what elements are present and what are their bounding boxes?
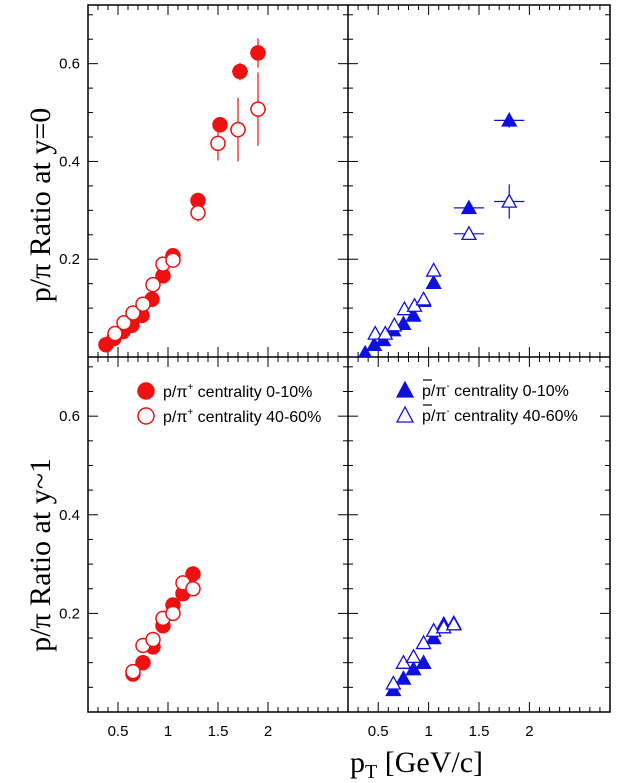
panel-data-top-left [98,38,266,353]
x-axis-title-subscript: T [365,761,377,783]
y-tick-label: 0.2 [59,251,80,268]
data-point-filled-triangle [460,199,478,215]
x-tick-label: 0.5 [108,723,129,740]
legend-marker-filled-circle [137,382,155,400]
data-point-open-circle [165,605,181,622]
y-tick-label: 0.6 [59,56,80,73]
data-point-open-triangle [385,675,402,690]
x-axis-title-p: p [350,746,365,779]
data-point-open-circle [107,325,123,342]
data-point-open-triangle [367,325,384,340]
data-point-open-circle [116,315,132,331]
data-point-open-circle [250,101,266,117]
data-point-open-circle [125,305,141,321]
data-point-filled-circle [232,63,248,80]
data-point-filled-triangle [358,344,372,357]
data-point-open-triangle [501,193,518,208]
data-point-filled-triangle [425,629,442,645]
legend-left: p/π+ centrality 0-10% p/π+ centrality 40… [137,382,321,426]
x-tick-label: 2 [264,723,272,740]
panel-data-bottom-left [125,566,201,682]
data-point-filled-triangle [395,670,412,685]
data-point-filled-circle [135,654,151,671]
x-axis-title: pT [GeV/c] [350,746,483,783]
x-tick-label: 2 [525,723,533,740]
y-tick-label: 0.4 [59,153,80,170]
data-point-open-circle [210,135,226,152]
data-point-open-triangle [415,290,432,306]
x-tick-label: 1 [424,723,432,740]
legend-label: p/π+ centrality 40-60% [163,407,321,426]
data-point-open-circle [190,205,206,221]
legend-marker-open-triangle [395,405,415,423]
data-point-open-circle [230,121,246,138]
data-point-filled-triangle [425,274,442,289]
panel-data-top-right [358,112,525,357]
x-tick-label: 0.5 [368,723,389,740]
legend-label: p/π- centrality 40-60% [422,406,578,425]
axis-ticks: 0.2 0.4 0.6 0.2 0.4 0.6 0.5 1 1.5 2 0.5 1 1.5 2 [59,5,610,740]
data-marks [98,38,525,697]
y-axis-title-bottom: p/π Ratio at y~1 [24,458,57,652]
y-tick-label: 0.6 [59,408,80,425]
data-point-open-triangle [377,325,394,340]
legend-marker-filled-triangle [395,380,415,398]
y-axis-title-top: p/π Ratio at y=0 [24,108,57,303]
x-tick-label: 1.5 [208,723,229,740]
legend-label: p/π+ centrality 0-10% [163,382,312,401]
data-point-open-circle [185,580,201,597]
panel-frames [87,4,611,713]
x-axis-title-units: [GeV/c] [377,746,483,779]
data-point-open-circle [135,296,151,312]
data-point-open-triangle [460,225,478,241]
data-point-open-circle [125,663,141,680]
data-point-open-triangle [415,634,432,650]
data-point-open-circle [145,631,161,648]
x-tick-label: 1.5 [469,723,490,740]
plot-frame [87,4,611,713]
y-tick-label: 0.4 [59,507,80,524]
data-point-filled-circle [212,117,228,133]
legend-right: p/π- centrality 0-10% p/π- centrality 40… [395,379,578,425]
legend-label: p/π- centrality 0-10% [422,381,569,400]
data-point-filled-triangle [395,315,412,331]
data-point-open-triangle [405,648,422,664]
y-tick-label: 0.2 [59,605,80,622]
data-point-open-circle [165,252,181,268]
data-point-filled-circle [185,566,201,582]
data-point-open-triangle [425,262,442,277]
data-point-open-circle [145,276,161,293]
panel-data-bottom-right [385,614,462,697]
legend-marker-open-circle [137,407,155,425]
data-point-open-triangle [445,615,462,631]
data-point-open-triangle [386,316,403,332]
data-point-filled-circle [250,45,266,61]
data-point-filled-triangle [501,112,518,127]
x-tick-label: 1 [164,723,172,740]
